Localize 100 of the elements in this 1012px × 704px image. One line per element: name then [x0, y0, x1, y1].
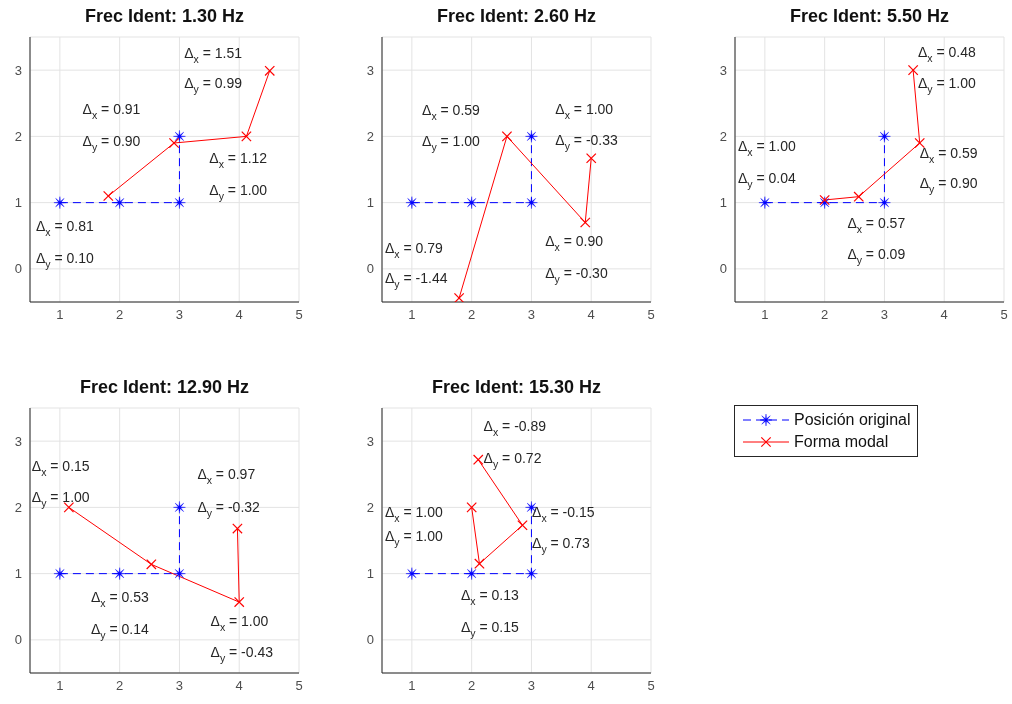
annotation: Δ$_{y}$ = 0.04	[737, 170, 797, 191]
annotation: Δ$_{y}$ = 1.00	[31, 488, 90, 509]
point	[525, 196, 538, 209]
point	[405, 567, 419, 580]
point	[173, 130, 186, 143]
point	[465, 196, 478, 209]
x-tick-label: 2	[821, 307, 829, 323]
chart-title: Frec Ident: 5.50 Hz	[788, 5, 950, 28]
x-tick-label: 1	[761, 307, 769, 323]
y-tick-label: 2	[719, 128, 727, 144]
x-tick-label: 5	[295, 307, 303, 323]
annotation: Δ$_{x}$ = -0.89	[483, 417, 547, 438]
x-tick-label: 2	[468, 678, 476, 694]
x-tick-label: 2	[116, 678, 124, 694]
annotation: Δ$_{y}$ = 1.00	[917, 75, 976, 96]
y-tick-label: 1	[14, 195, 22, 211]
x-tick-label: 4	[235, 678, 243, 694]
annotation: Δ$_{y}$ = -0.33	[555, 131, 619, 152]
x-tick-label: 2	[468, 307, 476, 323]
point	[525, 130, 538, 143]
legend-label: Forma modal	[794, 433, 889, 451]
x-tick-label: 5	[295, 678, 303, 694]
y-tick-label: 1	[366, 566, 374, 582]
annotation: Δ$_{y}$ = -0.32	[197, 498, 261, 519]
annotation: Δ$_{x}$ = 0.59	[422, 101, 481, 122]
x-tick-label: 4	[587, 307, 595, 323]
annotation: Δ$_{x}$ = 0.57	[847, 214, 906, 235]
point	[878, 130, 891, 143]
x-tick-label: 3	[175, 307, 184, 323]
annotation: Δ$_{y}$ = 0.90	[919, 175, 978, 196]
point	[173, 196, 186, 209]
x-tick-label: 3	[175, 678, 184, 694]
point	[173, 567, 186, 580]
annotation: Δ$_{x}$ = 1.00	[210, 613, 269, 634]
annotation: Δ$_{y}$ = 0.10	[35, 249, 94, 270]
annotation: Δ$_{x}$ = 0.15	[31, 458, 90, 479]
annotation: Δ$_{x}$ = 0.97	[197, 466, 256, 487]
annotation: Δ$_{y}$ = 1.00	[209, 182, 268, 203]
annotation: Δ$_{y}$ = 0.15	[460, 618, 519, 639]
point	[53, 567, 67, 580]
x-tick-label: 1	[408, 307, 416, 323]
annotation: Δ$_{y}$ = 0.99	[184, 75, 243, 96]
x-tick-label: 5	[647, 678, 655, 694]
annotation: Δ$_{y}$ = 0.72	[483, 450, 542, 471]
x-tick-label: 5	[1000, 307, 1008, 323]
annotation: Δ$_{x}$ = 0.48	[917, 43, 976, 64]
y-tick-label: 3	[14, 433, 22, 449]
point	[113, 567, 126, 580]
y-tick-label: 0	[366, 632, 374, 648]
annotation: Δ$_{y}$ = 1.00	[422, 133, 481, 154]
point	[525, 567, 538, 580]
y-tick-label: 3	[366, 62, 374, 78]
annotation: Δ$_{y}$ = -1.44	[384, 270, 448, 291]
chart-title: Frec Ident: 2.60 Hz	[435, 5, 597, 28]
y-tick-label: 0	[14, 261, 22, 277]
y-tick-label: 0	[366, 261, 374, 277]
y-tick-label: 1	[366, 195, 374, 211]
x-tick-label: 2	[116, 307, 124, 323]
annotation: Δ$_{x}$ = 1.00	[384, 504, 444, 525]
x-tick-label: 1	[56, 307, 64, 323]
y-tick-label: 2	[366, 128, 374, 144]
chart-title: Frec Ident: 15.30 Hz	[430, 376, 603, 399]
point	[465, 567, 478, 580]
y-tick-label: 3	[366, 433, 374, 449]
x-tick-label: 3	[527, 678, 536, 694]
point	[878, 196, 891, 209]
y-tick-label: 0	[719, 261, 727, 277]
y-tick-label: 1	[719, 195, 727, 211]
annotation: Δ$_{x}$ = 1.00	[737, 138, 797, 159]
y-tick-label: 2	[366, 499, 374, 515]
x-tick-label: 1	[56, 678, 64, 694]
y-tick-label: 3	[14, 62, 22, 78]
annotation: Δ$_{x}$ = 0.91	[82, 101, 141, 122]
chart-title: Frec Ident: 1.30 Hz	[83, 5, 245, 28]
point	[113, 196, 126, 209]
annotation: Δ$_{x}$ = 0.90	[545, 233, 604, 254]
x-tick-label: 5	[647, 307, 655, 323]
y-tick-label: 2	[14, 499, 22, 515]
y-tick-label: 2	[14, 128, 22, 144]
legend-label: Posición original	[794, 411, 911, 429]
annotation: Δ$_{y}$ = -0.43	[210, 644, 274, 665]
y-tick-label: 0	[14, 632, 22, 648]
annotation: Δ$_{y}$ = 0.14	[90, 621, 149, 642]
point	[173, 501, 186, 514]
x-tick-label: 4	[235, 307, 243, 323]
annotation: Δ$_{x}$ = 0.59	[919, 144, 978, 165]
annotation: Δ$_{y}$ = 0.73	[532, 535, 591, 556]
chart-title: Frec Ident: 12.90 Hz	[78, 376, 251, 399]
annotation: Δ$_{x}$ = 0.81	[35, 217, 94, 238]
annotation: Δ$_{y}$ = -0.30	[545, 264, 608, 285]
annotation: Δ$_{x}$ = 0.13	[460, 586, 519, 607]
annotation: Δ$_{y}$ = 0.09	[847, 245, 906, 266]
x-tick-label: 4	[940, 307, 948, 323]
y-tick-label: 1	[14, 566, 22, 582]
y-tick-label: 3	[719, 62, 727, 78]
annotation: Δ$_{x}$ = 0.53	[90, 588, 149, 609]
annotation: Δ$_{x}$ = 0.79	[384, 239, 444, 260]
annotation: Δ$_{x}$ = 1.00	[555, 100, 614, 121]
annotation: Δ$_{y}$ = 0.90	[82, 133, 141, 154]
point	[53, 196, 67, 209]
